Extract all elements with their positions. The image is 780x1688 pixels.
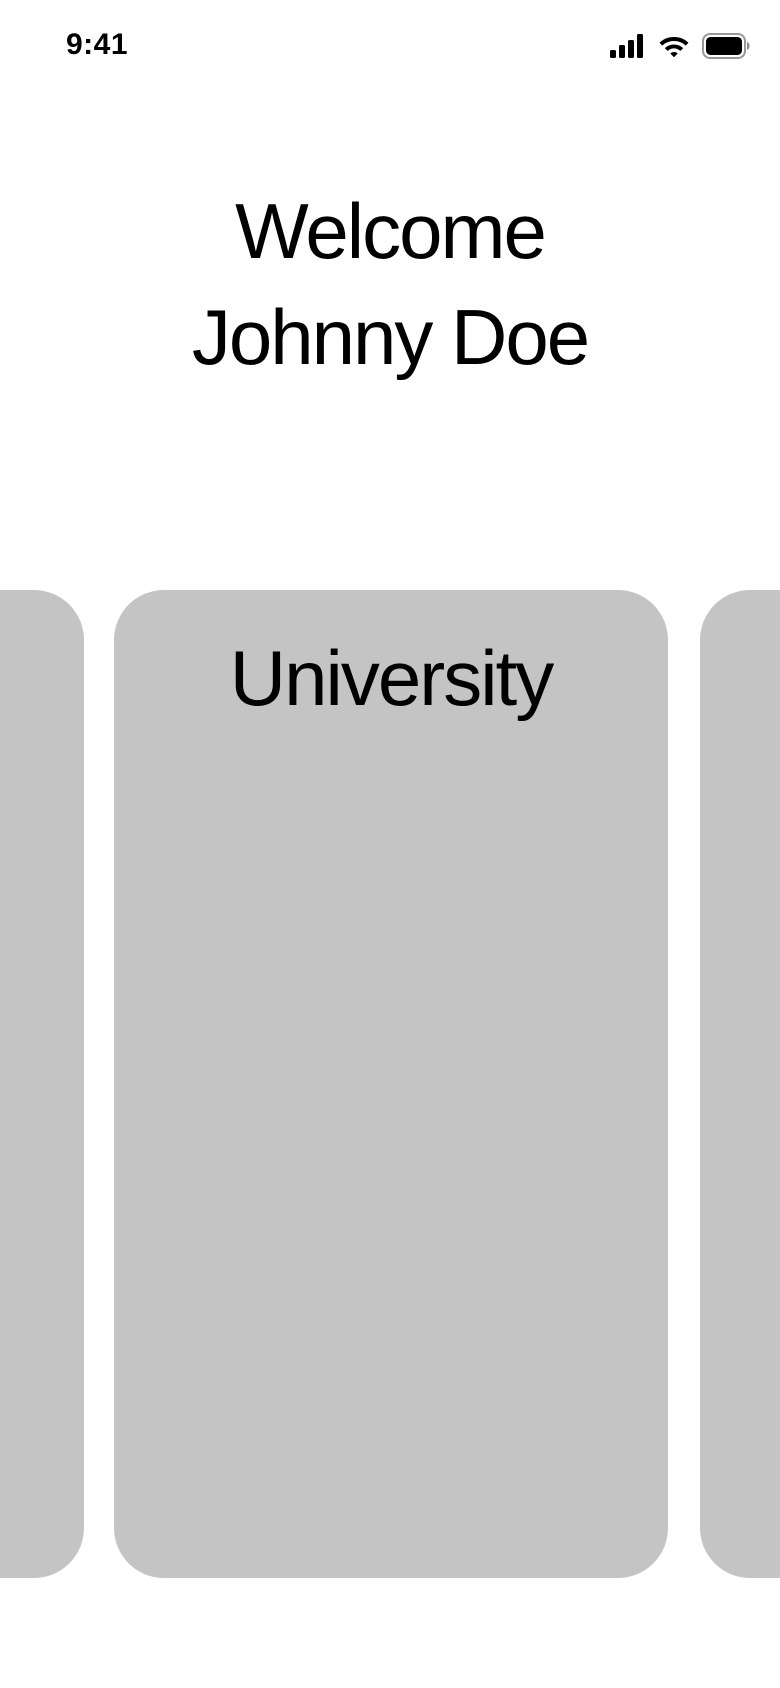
status-icons [610,32,750,60]
user-name: Johnny Doe [191,293,590,381]
card-carousel[interactable]: University [0,590,780,1578]
carousel-card-previous[interactable] [0,590,84,1578]
welcome-label: Welcome [235,187,547,275]
status-bar: 9:41 [0,0,780,92]
welcome-heading: Welcome Johnny Doe [0,178,780,390]
carousel-card-university[interactable]: University [114,590,668,1578]
wifi-icon [659,37,689,58]
status-time: 9:41 [66,28,129,61]
battery-icon [702,33,750,59]
card-title: University [229,634,554,722]
carousel-card-next[interactable] [700,590,780,1578]
cellular-signal-icon [610,34,643,58]
